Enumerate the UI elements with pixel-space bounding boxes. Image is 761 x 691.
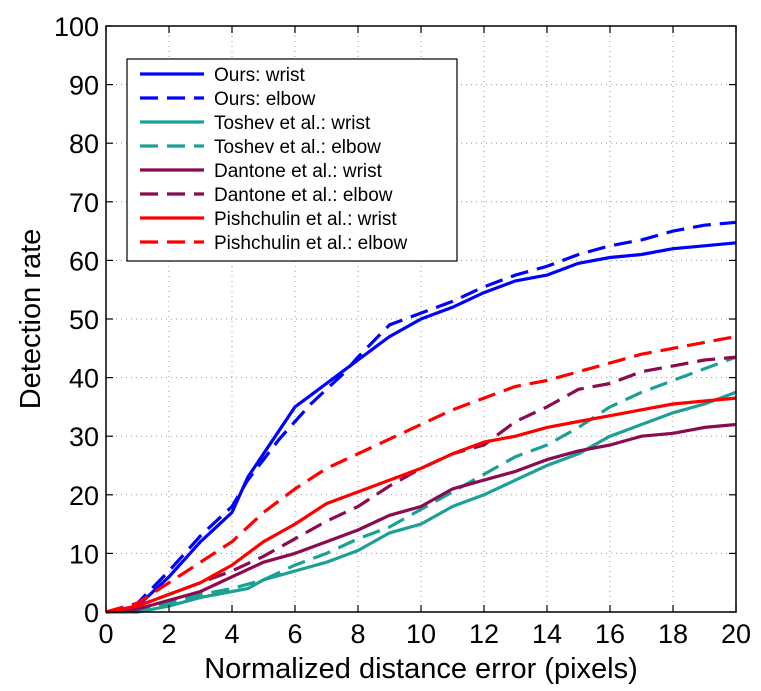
y-tick-label: 50	[69, 305, 99, 335]
axis-ticks: 0 2 4 6 8 10 12 14 16 18 20 0 10 20 30 40 50 60 70 80 90 100	[54, 12, 751, 649]
y-tick-label: 30	[69, 422, 99, 452]
series-line-dantone-et-al-elbow	[105, 355, 737, 614]
x-tick-label: 18	[658, 619, 688, 649]
y-axis-label: Detection rate	[15, 229, 47, 410]
series-line-pishchulin-et-al-wrist	[105, 396, 737, 614]
x-tick-label: 8	[350, 619, 365, 649]
x-tick-label: 10	[406, 619, 436, 649]
y-tick-label: 100	[54, 12, 99, 42]
y-tick-label: 90	[69, 71, 99, 101]
legend-label: Dantone et al.: elbow	[214, 185, 393, 206]
legend: Ours: wrist Ours: elbow Toshev et al.: wri…	[126, 58, 458, 262]
legend-label: Toshev et al.: elbow	[214, 137, 381, 158]
plot-series	[105, 220, 737, 614]
x-axis-label: Normalized distance error (pixels)	[204, 653, 638, 685]
x-tick-label: 16	[595, 619, 625, 649]
x-tick-label: 6	[287, 619, 302, 649]
legend-label: Toshev et al.: wrist	[214, 113, 371, 134]
legend-label: Pishchulin et al.: wrist	[214, 209, 397, 230]
series-line-pishchulin-et-al-elbow	[105, 335, 737, 614]
legend-label: Ours: wrist	[214, 65, 306, 86]
legend-box	[126, 58, 458, 262]
y-tick-label: 40	[69, 364, 99, 394]
x-tick-label: 4	[224, 619, 239, 649]
x-tick-label: 12	[469, 619, 499, 649]
x-tick-label: 2	[161, 619, 176, 649]
y-tick-label: 60	[69, 246, 99, 276]
x-tick-label: 0	[98, 619, 113, 649]
y-tick-label: 80	[69, 129, 99, 159]
y-tick-label: 10	[69, 539, 99, 569]
series-line-dantone-et-al-wrist	[105, 422, 737, 614]
y-tick-label: 70	[69, 188, 99, 218]
y-tick-label: 20	[69, 481, 99, 511]
legend-label: Dantone et al.: wrist	[214, 161, 383, 182]
legend-label: Pishchulin et al.: elbow	[214, 233, 408, 254]
x-tick-label: 14	[532, 619, 562, 649]
y-tick-label: 0	[84, 598, 99, 628]
series-line-toshev-et-al-elbow	[106, 355, 737, 614]
series-line-ours-elbow	[105, 220, 737, 614]
x-tick-label: 20	[721, 619, 751, 649]
legend-label: Ours: elbow	[214, 89, 316, 110]
series-line-ours-wrist	[105, 241, 737, 614]
series-line-toshev-et-al-wrist	[106, 390, 737, 614]
